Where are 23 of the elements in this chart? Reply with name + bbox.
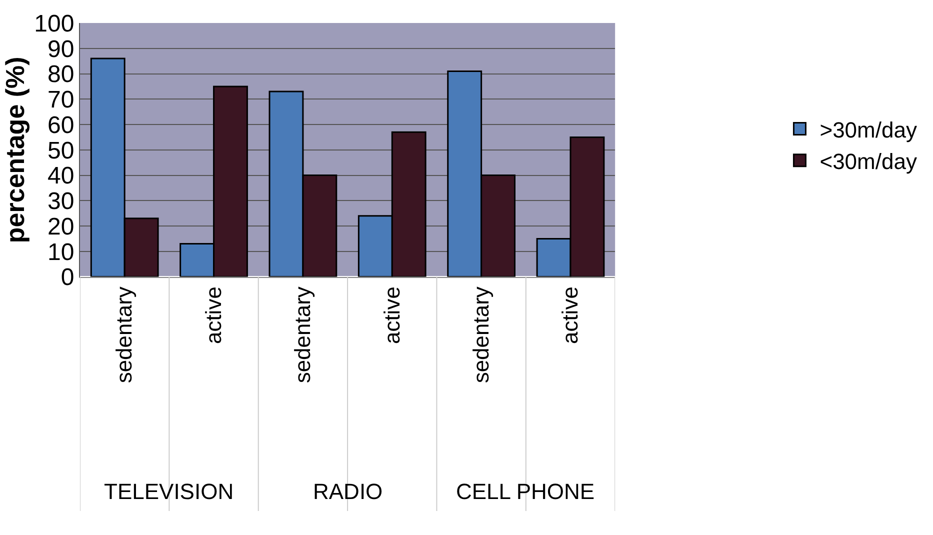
text: TELEVISION	[104, 479, 234, 504]
text: CELL PHONE	[456, 479, 595, 504]
legend-label: >30m/day	[820, 117, 917, 142]
y-tick-label: 0	[60, 264, 74, 292]
y-tick-label: 40	[47, 162, 74, 190]
y-tick-label: 10	[47, 238, 74, 266]
legend-label: <30m/day	[820, 148, 917, 174]
y-tick-label: 20	[47, 213, 74, 240]
y-tick-label: 100	[34, 10, 74, 38]
y-tick-label: 30	[47, 188, 74, 216]
x-tick-label: active	[200, 286, 226, 344]
y-tick-label: 80	[47, 61, 74, 88]
y-tick-label: 90	[47, 36, 74, 63]
y-tick-label: 70	[47, 86, 74, 114]
x-tick-label: sedentary	[468, 286, 494, 384]
y-tick-label: 60	[47, 112, 74, 139]
x-tick-label: active	[558, 286, 583, 344]
x-tick-label: sedentary	[112, 286, 137, 384]
y-tick-label: 50	[47, 137, 74, 164]
text: RADIO	[313, 479, 383, 504]
y-axis-title: percentage (%)	[0, 56, 30, 244]
x-tick-label: active	[379, 286, 404, 344]
x-tick-label: sedentary	[290, 286, 316, 384]
